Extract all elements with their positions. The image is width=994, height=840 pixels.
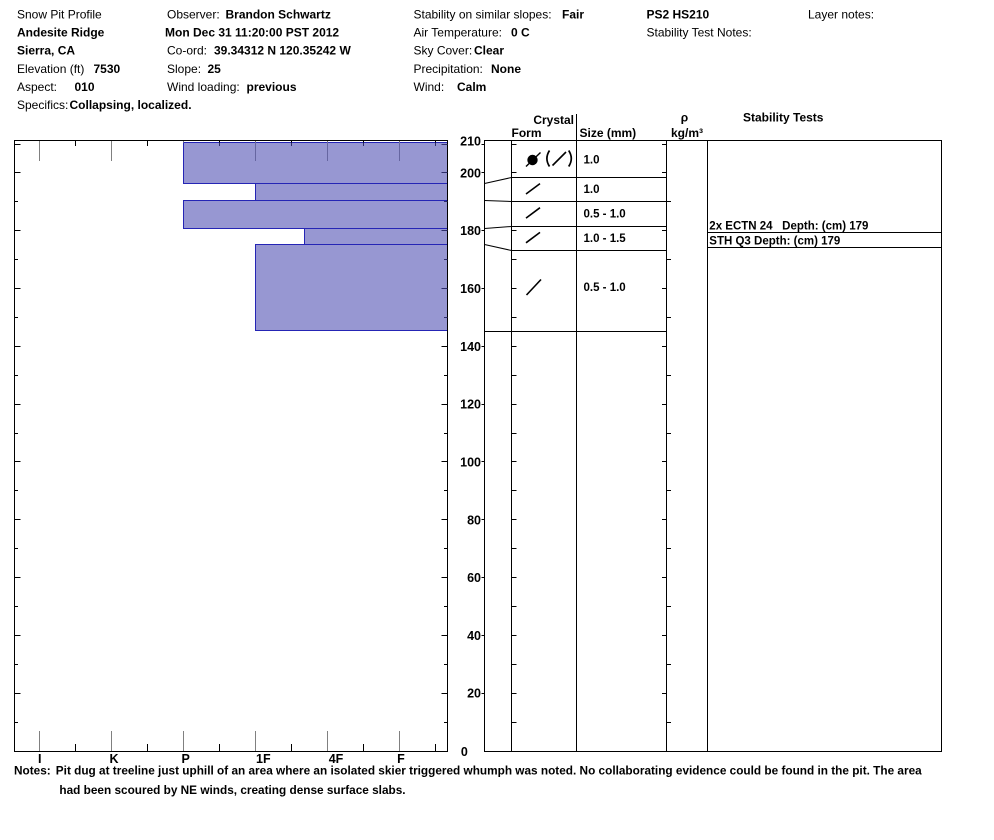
svg-text:0.5 - 1.0: 0.5 - 1.0 <box>584 282 626 294</box>
svg-text:80: 80 <box>467 513 481 527</box>
svg-text:Pit dug at treeline just uphil: Pit dug at treeline just uphill of an ar… <box>56 764 922 778</box>
svg-text:160: 160 <box>460 282 481 296</box>
svg-text:Mon Dec 31 11:20:00 PST 2012: Mon Dec 31 11:20:00 PST 2012 <box>165 26 339 40</box>
svg-text:F: F <box>397 752 405 766</box>
svg-text:Brandon Schwartz: Brandon Schwartz <box>226 8 331 22</box>
svg-text:210: 210 <box>460 135 481 149</box>
svg-text:0 C: 0 C <box>511 26 530 40</box>
svg-text:Slope:: Slope: <box>167 62 201 76</box>
svg-text:Precipitation:: Precipitation: <box>414 62 483 76</box>
svg-text:Snow Pit Profile: Snow Pit Profile <box>17 8 102 22</box>
svg-text:Wind loading:: Wind loading: <box>167 80 240 94</box>
svg-text:180: 180 <box>460 224 481 238</box>
svg-text:200: 200 <box>460 166 481 180</box>
svg-text:20: 20 <box>467 687 481 701</box>
svg-text:Wind:: Wind: <box>414 80 445 94</box>
svg-text:had been scoured by NE winds,: had been scoured by NE winds, creating d… <box>59 783 405 797</box>
svg-text:Fair: Fair <box>562 8 584 22</box>
svg-text:1.0 - 1.5: 1.0 - 1.5 <box>584 233 627 245</box>
svg-text:Stability Test Notes:: Stability Test Notes: <box>647 26 752 40</box>
svg-text:Form: Form <box>512 126 542 140</box>
svg-text:Aspect:: Aspect: <box>17 80 57 94</box>
svg-text:Air Temperature:: Air Temperature: <box>414 26 502 40</box>
svg-text:120: 120 <box>460 398 481 412</box>
svg-text:PS2 HS210: PS2 HS210 <box>647 8 710 22</box>
svg-text:1.0: 1.0 <box>584 155 600 167</box>
svg-text:140: 140 <box>460 340 481 354</box>
svg-text:7530: 7530 <box>94 62 121 76</box>
svg-text:2x ECTN 24 Depth: (cm) 179: 2x ECTN 24 Depth: (cm) 179 <box>709 220 868 232</box>
svg-text:Elevation (ft): Elevation (ft) <box>17 62 84 76</box>
svg-text:Stability on similar slopes:: Stability on similar slopes: <box>414 8 552 22</box>
svg-text:previous: previous <box>247 80 297 94</box>
svg-text:Calm: Calm <box>457 80 486 94</box>
svg-text:Andesite Ridge: Andesite Ridge <box>17 26 105 40</box>
svg-text:I: I <box>38 752 41 766</box>
svg-text:60: 60 <box>467 571 481 585</box>
svg-text:Clear: Clear <box>474 44 504 58</box>
svg-text:1.0: 1.0 <box>584 184 600 196</box>
svg-text:Stability Tests: Stability Tests <box>743 111 824 125</box>
svg-text:100: 100 <box>460 455 481 469</box>
svg-text:39.34312 N 120.35242 W: 39.34312 N 120.35242 W <box>214 44 351 58</box>
svg-text:Collapsing, localized.: Collapsing, localized. <box>70 98 192 112</box>
svg-text:Notes:: Notes: <box>14 764 51 778</box>
svg-text:Sky Cover:: Sky Cover: <box>414 44 473 58</box>
svg-text:P: P <box>182 752 190 766</box>
svg-text:None: None <box>491 62 521 76</box>
svg-text:1F: 1F <box>256 752 271 766</box>
svg-text:Size (mm): Size (mm) <box>580 126 637 140</box>
svg-text:Sierra, CA: Sierra, CA <box>17 44 75 58</box>
svg-text:ρ: ρ <box>681 111 688 125</box>
svg-text:Observer:: Observer: <box>167 8 220 22</box>
svg-text:Crystal: Crystal <box>533 113 574 127</box>
svg-text:4F: 4F <box>329 752 344 766</box>
svg-text:25: 25 <box>208 62 222 76</box>
svg-text:Co-ord:: Co-ord: <box>167 44 207 58</box>
svg-text:STH Q3 Depth: (cm) 179: STH Q3 Depth: (cm) 179 <box>709 236 840 248</box>
svg-text:K: K <box>109 752 118 766</box>
svg-text:010: 010 <box>75 80 95 94</box>
svg-text:0: 0 <box>461 745 468 759</box>
svg-text:kg/m³: kg/m³ <box>671 126 703 140</box>
svg-text:0.5 - 1.0: 0.5 - 1.0 <box>584 209 626 221</box>
svg-text:Layer notes:: Layer notes: <box>808 8 874 22</box>
svg-text:40: 40 <box>467 629 481 643</box>
svg-text:Specifics:: Specifics: <box>17 98 68 112</box>
